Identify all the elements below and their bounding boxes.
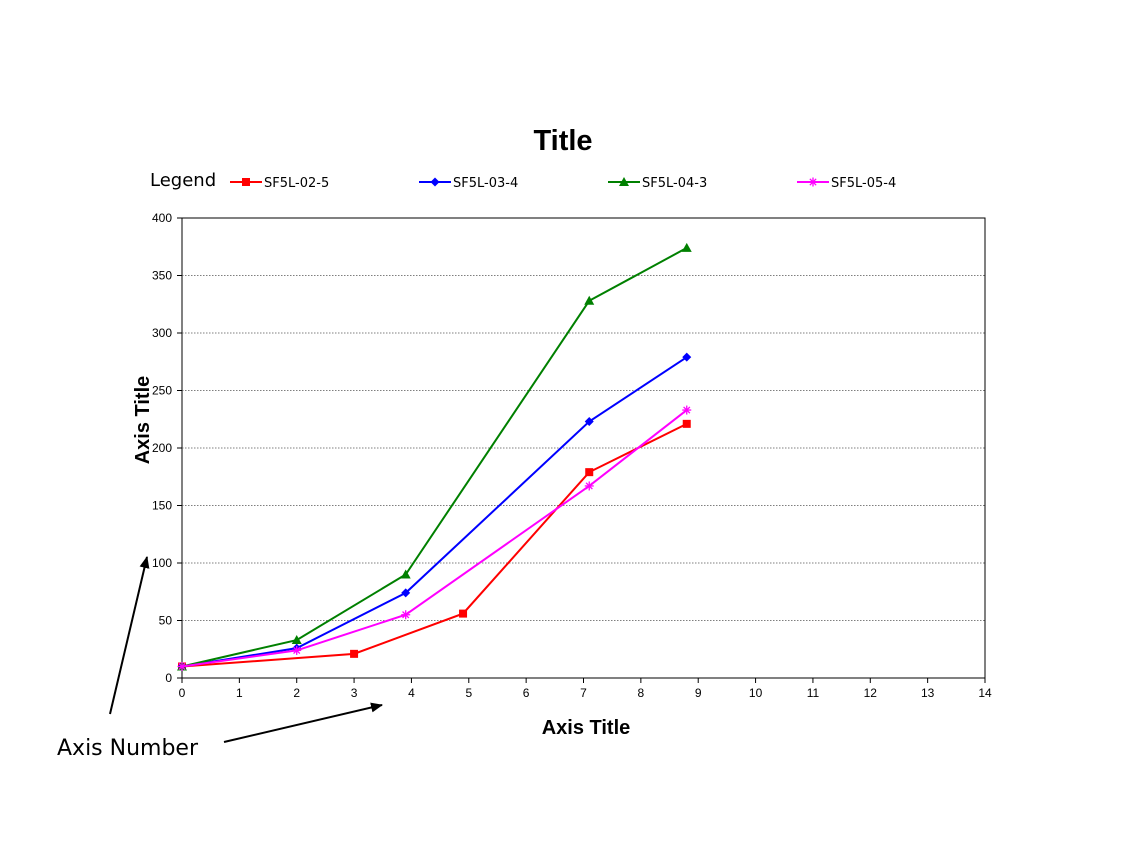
y-tick-label: 300	[152, 326, 172, 340]
y-tick-label: 100	[152, 556, 172, 570]
x-tick-label: 14	[978, 686, 992, 700]
data-point	[291, 635, 302, 645]
series-group	[177, 242, 692, 671]
x-tick-label: 5	[465, 686, 472, 700]
series-line	[181, 356, 688, 668]
data-point	[459, 609, 468, 618]
x-tick-label: 13	[921, 686, 935, 700]
x-tick-label: 1	[236, 686, 243, 700]
legend-marker	[430, 177, 440, 187]
annotation-label: Axis Number	[57, 736, 199, 761]
data-point	[177, 662, 187, 671]
x-tick-label: 6	[523, 686, 530, 700]
x-tick-label: 4	[408, 686, 415, 700]
series-line	[181, 422, 688, 668]
data-point	[682, 352, 692, 362]
legend-label: SF5L-05-4	[831, 176, 896, 191]
gridlines	[182, 275, 985, 621]
legend-caption: Legend	[150, 170, 216, 191]
legend-item: SF5L-04-3	[608, 176, 707, 191]
y-tick-label: 400	[152, 211, 172, 225]
x-tick-label: 3	[351, 686, 358, 700]
data-point	[400, 569, 411, 579]
series-SF5L-02-5	[178, 419, 691, 671]
legend-item: SF5L-02-5	[230, 176, 329, 191]
legend-label: SF5L-02-5	[264, 176, 329, 191]
legend-item: SF5L-03-4	[419, 176, 518, 191]
x-tick-label: 11	[807, 686, 820, 700]
series-SF5L-04-3	[177, 242, 692, 671]
data-point	[682, 419, 691, 428]
x-axis-ticks: 0 1 2 3 4 5 6 7 8 9 10 11 12 13 14	[179, 678, 992, 700]
data-point	[401, 588, 411, 598]
legend-label: SF5L-04-3	[642, 176, 707, 191]
y-tick-label: 0	[165, 671, 172, 685]
data-point	[584, 481, 594, 491]
legend-label: SF5L-03-4	[453, 176, 518, 191]
x-tick-label: 12	[864, 686, 878, 700]
x-tick-label: 9	[695, 686, 702, 700]
legend-marker	[619, 177, 629, 186]
x-tick-label: 10	[749, 686, 763, 700]
x-tick-label: 0	[179, 686, 186, 700]
data-point	[681, 242, 692, 252]
data-point	[292, 645, 302, 655]
x-tick-label: 8	[638, 686, 645, 700]
y-tick-label: 200	[152, 441, 172, 455]
y-axis-title: Axis Title	[132, 376, 154, 465]
y-tick-label: 50	[159, 614, 173, 628]
series-line	[181, 409, 688, 668]
x-tick-label: 2	[293, 686, 300, 700]
data-point	[584, 417, 594, 427]
annotation-arrow-y-axis	[109, 556, 150, 715]
series-SF5L-05-4	[177, 405, 692, 671]
series-line	[181, 247, 688, 668]
chart-title: Title	[533, 125, 592, 157]
annotation-arrow-x-axis	[223, 702, 383, 743]
data-point	[584, 295, 595, 305]
x-axis-title: Axis Title	[542, 717, 631, 739]
y-axis-ticks: 0 50 100 150 200 250 300 350 400	[152, 211, 182, 685]
legend: SF5L-02-5 SF5L-03-4 SF5L-04-3 SF5L-05-4	[230, 176, 896, 191]
data-point	[401, 610, 411, 620]
x-tick-label: 7	[580, 686, 587, 700]
legend-marker	[808, 177, 818, 187]
y-tick-label: 150	[152, 499, 172, 513]
y-tick-label: 350	[152, 269, 172, 283]
legend-item: SF5L-05-4	[797, 176, 896, 191]
data-point	[585, 468, 594, 477]
legend-marker	[242, 178, 250, 186]
data-point	[682, 405, 692, 415]
y-tick-label: 250	[152, 384, 172, 398]
data-point	[350, 649, 359, 658]
